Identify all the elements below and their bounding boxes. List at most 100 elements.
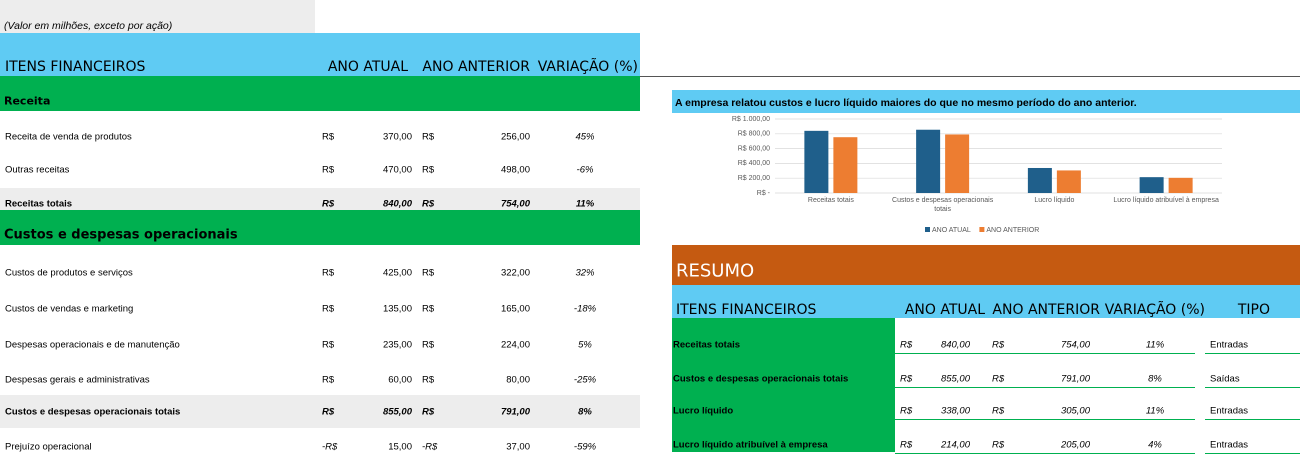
row-label: Receitas totais	[5, 198, 73, 210]
cell: R$	[322, 374, 335, 386]
cell: R$	[322, 303, 335, 315]
row-label: Outras receitas	[5, 164, 70, 176]
note-cell	[0, 0, 315, 33]
header-cell: ANO ANTERIOR	[422, 59, 530, 75]
cell: -25%	[573, 374, 597, 386]
summary-cell: 8%	[1148, 373, 1162, 385]
cell: R$	[322, 267, 335, 279]
y-tick-label: R$ 800,00	[738, 131, 770, 138]
cell: 224,00	[500, 339, 530, 351]
row-underline	[1205, 387, 1300, 388]
cell: 791,00	[500, 406, 530, 418]
cell: 322,00	[500, 267, 530, 279]
cell: 165,00	[500, 303, 530, 315]
section-title: Custos e despesas operacionais	[4, 227, 238, 243]
summary-cell: Entradas	[1210, 339, 1249, 351]
cell: R$	[422, 303, 435, 315]
summary-cell: R$	[900, 339, 913, 351]
summary-cell: R$	[900, 405, 913, 417]
chart-title: A empresa relatou custos e lucro líquido…	[675, 97, 1137, 109]
cell: R$	[422, 131, 435, 143]
y-tick-label: R$ 400,00	[738, 160, 770, 167]
bar	[916, 129, 941, 193]
bar	[1139, 177, 1164, 193]
legend-swatch	[925, 227, 930, 232]
section-band	[0, 76, 640, 111]
summary-cell: 214,00	[940, 439, 970, 451]
cell: R$	[422, 374, 435, 386]
chart-title-band	[672, 90, 1300, 113]
cell: 855,00	[382, 406, 412, 418]
cell: -R$	[322, 441, 338, 453]
header-cell: VARIAÇÃO (%)	[537, 59, 638, 75]
header-cell: ITENS FINANCEIROS	[5, 59, 146, 75]
legend-label: ANO ANTERIOR	[986, 227, 1039, 234]
summary-cell: R$	[992, 405, 1005, 417]
summary-title-band	[672, 245, 1300, 285]
summary-cell: R$	[992, 373, 1005, 385]
summary-cell: Saídas	[1210, 373, 1240, 385]
summary-header-cell: ANO ATUAL	[904, 302, 985, 318]
cell: 256,00	[500, 131, 530, 143]
cell: -18%	[573, 303, 597, 315]
summary-title: RESUMO	[676, 260, 755, 282]
summary-header-cell: ITENS FINANCEIROS	[676, 302, 817, 318]
summary-cell: 840,00	[940, 339, 970, 351]
row-underline	[1205, 353, 1300, 354]
cell: 470,00	[382, 164, 412, 176]
summary-cell: 11%	[1145, 339, 1165, 351]
y-tick-label: R$ 200,00	[738, 175, 770, 182]
cell: 235,00	[382, 339, 412, 351]
cell: 5%	[578, 339, 592, 351]
cell: R$	[422, 198, 435, 210]
x-tick-label: Receitas totais	[807, 197, 854, 204]
cell: R$	[322, 164, 335, 176]
cell: R$	[322, 198, 335, 210]
bar	[804, 130, 829, 193]
summary-cell: 11%	[1145, 405, 1165, 417]
cell: -59%	[573, 441, 597, 453]
cell: 754,00	[500, 198, 530, 210]
chart: R$ - R$ 200,00 R$ 400,00 R$ 600,00 R$ 800,00…	[732, 116, 1222, 234]
row-label: Prejuízo operacional	[5, 441, 92, 453]
summary-row-label: Lucro líquido atribuível à empresa	[673, 439, 828, 451]
summary-cell: 338,00	[940, 405, 970, 417]
summary-row-label: Custos e despesas operacionais totais	[673, 373, 849, 385]
row-label: Custos de vendas e marketing	[5, 303, 134, 315]
y-tick-label: R$ 600,00	[738, 145, 770, 152]
bar	[1027, 167, 1052, 193]
note: (Valor em milhões, exceto por ação)	[4, 20, 173, 32]
divider	[640, 76, 1300, 77]
cell: 11%	[575, 198, 595, 210]
legend-label: ANO ATUAL	[932, 227, 971, 234]
summary-header-band	[672, 285, 1300, 318]
summary-cell: 305,00	[1060, 405, 1090, 417]
summary-row-label: Lucro líquido	[673, 405, 734, 417]
section-title: Receita	[4, 94, 51, 108]
cell: R$	[322, 339, 335, 351]
row-label: Despesas gerais e administrativas	[5, 374, 150, 386]
cell: 60,00	[388, 374, 412, 386]
summary-cell: R$	[992, 439, 1005, 451]
row-underline	[895, 419, 1195, 420]
x-tick-label: Lucro líquido	[1034, 197, 1075, 204]
row-label: Despesas operacionais e de manutenção	[5, 339, 180, 351]
cell: 370,00	[382, 131, 412, 143]
row-underline	[1205, 453, 1300, 454]
cell: 37,00	[506, 441, 530, 453]
bar	[833, 137, 858, 193]
cell: R$	[422, 339, 435, 351]
y-tick-label: R$ -	[757, 190, 771, 197]
cell: R$	[422, 406, 435, 418]
row-underline	[1205, 419, 1300, 420]
cell: -R$	[422, 441, 438, 453]
summary-label-column	[672, 318, 895, 452]
summary-cell: 791,00	[1060, 373, 1090, 385]
summary-cell: 205,00	[1060, 439, 1090, 451]
summary-cell: Entradas	[1210, 405, 1249, 417]
x-tick-label: Custos e despesas operacionais totais	[892, 197, 994, 213]
header-cell: ANO ATUAL	[327, 59, 408, 75]
cell: 135,00	[382, 303, 412, 315]
summary-header-cell: TIPO	[1237, 302, 1270, 318]
